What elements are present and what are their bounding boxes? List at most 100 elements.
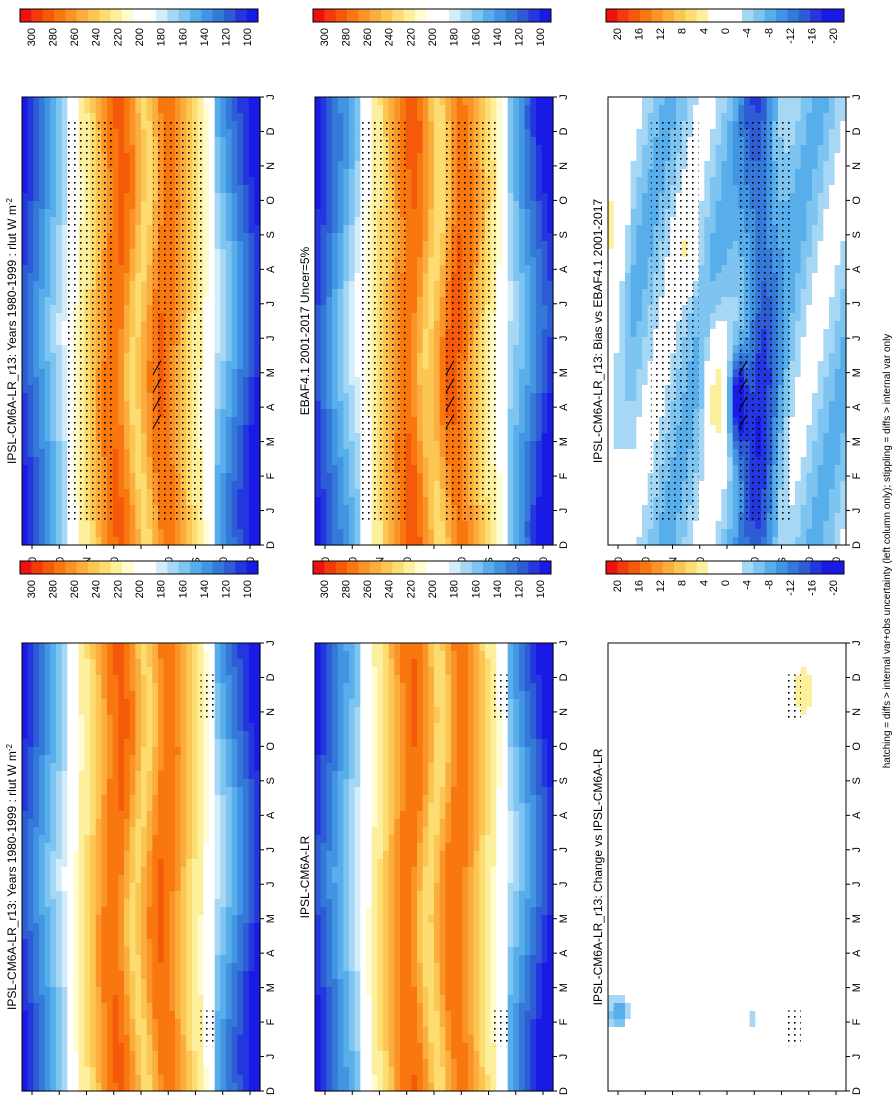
colorbar-swatch xyxy=(528,561,541,574)
colorbar-tick-label: 280 xyxy=(47,28,59,46)
time-tick-label: J xyxy=(265,881,277,887)
colorbar-swatch xyxy=(20,9,32,22)
colorbar-swatch xyxy=(460,561,473,574)
colorbar-swatch xyxy=(719,561,732,574)
colorbar-swatch xyxy=(685,561,698,574)
colorbar-swatch xyxy=(662,561,675,574)
time-tick-label: N xyxy=(265,708,277,716)
colorbar-swatch xyxy=(235,561,248,574)
time-tick-label: A xyxy=(558,811,570,819)
colorbar-swatch xyxy=(88,9,100,22)
time-tick-label: N xyxy=(851,162,863,170)
colorbar-tick-label: -20 xyxy=(828,580,840,596)
heatmap-model-climatology-repeat xyxy=(22,643,261,1092)
colorbar-swatch xyxy=(821,561,834,574)
colorbar-swatch xyxy=(99,561,112,574)
colorbar-swatch xyxy=(88,561,100,574)
colorbar-obs-climatology: 300 280 260 240 220 200 180 160 140 120 100 xyxy=(312,8,552,46)
time-tick-label: D xyxy=(265,1087,277,1095)
colorbar-swatch xyxy=(426,561,439,574)
time-tick-label: O xyxy=(558,742,570,751)
time-tick-label: M xyxy=(558,914,570,923)
time-tick-label: F xyxy=(851,472,863,479)
colorbar-swatch xyxy=(628,9,641,22)
colorbar-tick-label: 140 xyxy=(199,580,211,598)
colorbar-tick-label: 160 xyxy=(470,580,482,598)
colorbar-swatch xyxy=(708,561,720,574)
time-tick-label: A xyxy=(558,949,570,957)
time-tick-label: J xyxy=(851,301,863,307)
colorbar-swatch xyxy=(65,9,78,22)
colorbar-swatch xyxy=(494,9,507,22)
time-tick-label: S xyxy=(265,231,277,238)
time-tick-label: A xyxy=(558,265,570,273)
time-tick-label: J xyxy=(558,335,570,341)
colorbar-model-climatology: 300 280 260 240 220 200 180 160 140 120 100 xyxy=(19,8,259,46)
time-tick-label: J xyxy=(265,335,277,341)
time-tick-label: O xyxy=(851,742,863,751)
colorbar-tick-label: 20 xyxy=(612,28,624,40)
colorbar-tick-label: 120 xyxy=(514,28,526,46)
panel-reference-climatology: DJFMAMJJASONDJ8060°N20020°S6080IPSL-CM6A… xyxy=(298,560,570,1095)
time-tick-label: D xyxy=(558,1087,570,1095)
colorbar-swatch xyxy=(246,9,259,22)
colorbar-frame xyxy=(605,8,845,23)
time-tick-label: S xyxy=(265,777,277,784)
colorbar-swatch xyxy=(460,9,473,22)
stippling-overlay xyxy=(200,1010,215,1047)
colorbar-swatch xyxy=(403,561,416,574)
colorbar-tick-label: 200 xyxy=(427,580,439,598)
colorbar-swatch xyxy=(528,9,541,22)
colorbar-swatch xyxy=(832,9,845,22)
time-tick-label: O xyxy=(558,196,570,205)
colorbar-swatch xyxy=(517,561,529,574)
colorbar-swatch xyxy=(742,561,754,574)
colorbar-frame xyxy=(312,560,552,575)
colorbar-swatch xyxy=(369,561,382,574)
colorbar-swatch xyxy=(640,561,652,574)
colorbar-tick-label: 0 xyxy=(720,28,732,34)
colorbar-tick-label: 200 xyxy=(134,580,146,598)
colorbar-swatch xyxy=(617,9,630,22)
colorbar-tick-label: 8 xyxy=(677,28,689,34)
time-tick-label: J xyxy=(851,1054,863,1060)
colorbar-swatch xyxy=(764,561,777,574)
time-tick-label: O xyxy=(265,742,277,751)
time-tick-label: D xyxy=(558,127,570,135)
colorbar-swatch xyxy=(246,561,259,574)
colorbar-swatch xyxy=(235,9,248,22)
stippling-overlay xyxy=(445,119,499,523)
colorbar-swatch xyxy=(381,9,393,22)
panel-change-vs-reference: DJFMAMJJASONDJ8060°N20020°S6080IPSL-CM6A… xyxy=(591,560,863,1095)
colorbar-tick-label: 280 xyxy=(340,28,352,46)
colorbar-swatch xyxy=(156,9,168,22)
colorbar-swatch xyxy=(392,9,405,22)
colorbar-tick-label: 16 xyxy=(633,28,645,40)
colorbar-swatch xyxy=(696,9,709,22)
colorbar-tick-label: 0 xyxy=(720,580,732,586)
time-tick-label: F xyxy=(851,1018,863,1025)
colorbar-tick-label: 200 xyxy=(427,28,439,46)
colorbar-swatch xyxy=(313,561,325,574)
colorbar-tick-label: -4 xyxy=(742,580,754,590)
time-tick-label: M xyxy=(851,437,863,446)
hatching-marks xyxy=(152,360,162,429)
colorbar-swatch xyxy=(76,9,89,22)
heatmap-change-vs-reference xyxy=(608,643,847,1092)
colorbar-swatch xyxy=(696,561,709,574)
colorbar-swatch xyxy=(505,561,518,574)
colorbar-swatch xyxy=(358,561,371,574)
colorbar-swatch xyxy=(798,9,811,22)
colorbar-tick-label: 120 xyxy=(221,580,233,598)
time-tick-label: N xyxy=(851,708,863,716)
colorbar-tick-label: 260 xyxy=(69,580,81,598)
panel-bias-vs-obs: DJFMAMJJASONDJ8060°N20020°S6080IPSL-CM6A… xyxy=(591,8,863,569)
colorbar-tick-label: 180 xyxy=(156,28,168,46)
colorbar-swatch xyxy=(505,9,518,22)
colorbar-swatch xyxy=(201,9,214,22)
colorbar-swatch xyxy=(133,9,146,22)
colorbar-swatch xyxy=(753,9,766,22)
stippling-overlay xyxy=(200,674,215,720)
time-tick-label: J xyxy=(265,847,277,853)
